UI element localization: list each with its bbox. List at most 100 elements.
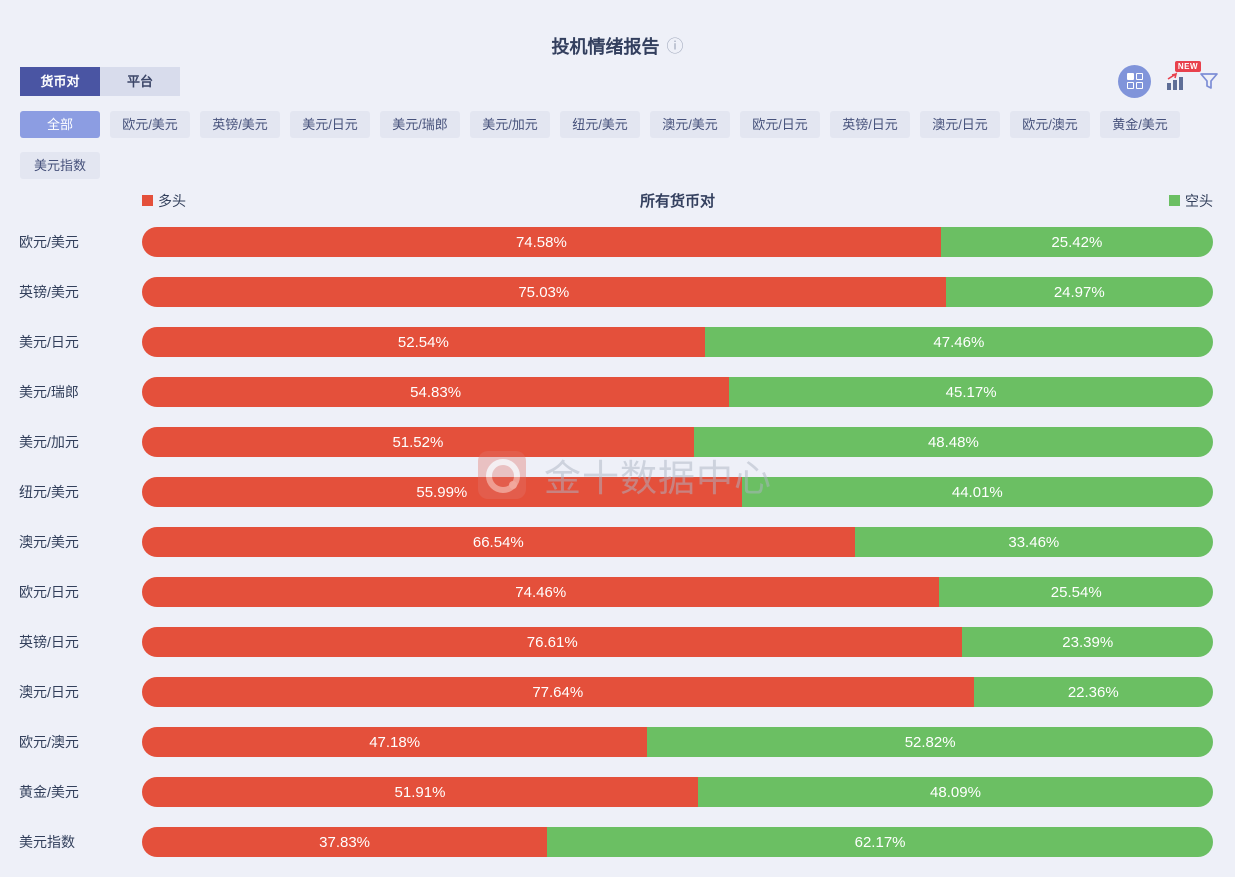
filter-chip-row1-11[interactable]: 欧元/澳元 [1010,111,1090,138]
long-value-label: 74.58% [515,233,567,251]
sentiment-bar[interactable]: 52.54% 47.46% [142,327,1213,357]
sentiment-bar[interactable]: 54.83% 45.17% [142,377,1213,407]
long-segment[interactable]: 51.91% [142,777,698,807]
sentiment-chart: 欧元/美元 74.58% 25.42% 英镑/美元 75.03% 24.97% 美元/日元 5… [0,227,1235,877]
short-value-label: 33.46% [1008,533,1060,551]
legend-short-label: 空头 [1184,192,1213,209]
row-label: 黄金/美元 [19,784,79,800]
filter-chip-row1-3[interactable]: 美元/日元 [290,111,370,138]
filter-rows: 全部 欧元/美元 英镑/美元 美元/日元 美元/瑞郎 美元/加元 纽元/美元 澳元/美元 欧元/… [20,111,1180,193]
long-value-label: 51.91% [394,783,446,801]
long-segment[interactable]: 51.52% [142,427,694,457]
short-value-label: 23.39% [1062,633,1114,651]
short-segment[interactable]: 47.46% [704,327,1213,357]
filter-chip-row1-9[interactable]: 英镑/日元 [830,111,910,138]
legend-long[interactable]: 多头 [142,191,186,211]
view-tabs: 货币对 平台 [20,67,180,96]
filter-chip-row1-6[interactable]: 纽元/美元 [560,111,640,138]
sentiment-bar[interactable]: 74.58% 25.42% [142,227,1213,257]
filter-chip-row1-5[interactable]: 美元/加元 [470,111,550,138]
legend-row: 多头 所有货币对 空头 [142,190,1213,211]
row-label: 欧元/澳元 [19,734,79,750]
legend-short[interactable]: 空头 [1168,191,1213,211]
chart-row: 澳元/美元 66.54% 33.46% [0,527,1235,577]
long-segment[interactable]: 54.83% [142,377,730,407]
chart-row: 美元/加元 51.52% 48.48% [0,427,1235,477]
sentiment-bar[interactable]: 77.64% 22.36% [142,677,1213,707]
sentiment-bar[interactable]: 76.61% 23.39% [142,627,1213,657]
long-segment[interactable]: 66.54% [142,527,855,557]
long-segment[interactable]: 55.99% [142,477,742,507]
long-value-label: 52.54% [397,333,449,351]
tab-platform[interactable]: 平台 [100,67,180,96]
short-value-label: 25.54% [1050,583,1102,601]
chart-row: 英镑/美元 75.03% 24.97% [0,277,1235,327]
short-value-label: 52.82% [904,733,956,751]
short-segment[interactable]: 48.48% [693,427,1213,457]
info-icon[interactable]: ⓘ [666,36,684,56]
short-segment[interactable]: 33.46% [854,527,1213,557]
sentiment-bar[interactable]: 47.18% 52.82% [142,727,1213,757]
filter-chip-row1-8[interactable]: 欧元/日元 [740,111,820,138]
long-value-label: 66.54% [472,533,524,551]
filter-chip-row1-4[interactable]: 美元/瑞郎 [380,111,460,138]
tab-currency-pairs[interactable]: 货币对 [20,67,100,96]
layout-grid-button[interactable] [1118,64,1151,98]
chart-row: 澳元/日元 77.64% 22.36% [0,677,1235,727]
sentiment-bar[interactable]: 74.46% 25.54% [142,577,1213,607]
filter-chip-row1-0[interactable]: 全部 [20,111,100,138]
short-segment[interactable]: 52.82% [647,727,1213,757]
short-segment[interactable]: 62.17% [547,827,1213,857]
sentiment-bar[interactable]: 75.03% 24.97% [142,277,1213,307]
long-value-label: 51.52% [392,433,444,451]
short-segment[interactable]: 44.01% [741,477,1213,507]
filter-row-2: 美元指数 [20,152,1180,179]
short-swatch [1168,195,1180,206]
short-segment[interactable]: 25.54% [939,577,1213,607]
short-value-label: 44.01% [951,483,1003,501]
row-label: 澳元/日元 [19,684,79,700]
short-value-label: 45.17% [945,383,997,401]
filter-chip-row2-0[interactable]: 美元指数 [20,152,100,179]
short-value-label: 62.17% [854,833,906,851]
sentiment-bar[interactable]: 37.83% 62.17% [142,827,1213,857]
long-segment[interactable]: 77.64% [142,677,974,707]
legend-long-label: 多头 [158,192,186,209]
short-value-label: 25.42% [1051,233,1103,251]
long-segment[interactable]: 74.46% [142,577,940,607]
long-segment[interactable]: 74.58% [142,227,941,257]
short-segment[interactable]: 22.36% [973,677,1213,707]
long-value-label: 75.03% [518,283,570,301]
sentiment-bar[interactable]: 55.99% 44.01% [142,477,1213,507]
filter-chip-row1-2[interactable]: 英镑/美元 [200,111,280,138]
short-value-label: 48.48% [927,433,979,451]
short-segment[interactable]: 48.09% [697,777,1213,807]
short-segment[interactable]: 24.97% [945,277,1213,307]
filter-chip-row1-1[interactable]: 欧元/美元 [110,111,190,138]
funnel-icon [1200,73,1218,89]
long-segment[interactable]: 52.54% [142,327,705,357]
long-segment[interactable]: 37.83% [142,827,548,857]
row-label: 纽元/美元 [19,484,79,500]
sentiment-bar[interactable]: 51.52% 48.48% [142,427,1213,457]
sentiment-bar[interactable]: 66.54% 33.46% [142,527,1213,557]
chart-title: 所有货币对 [639,193,715,210]
long-segment[interactable]: 76.61% [142,627,963,657]
filter-chip-row1-12[interactable]: 黄金/美元 [1100,111,1180,138]
row-label: 欧元/日元 [19,584,79,600]
long-segment[interactable]: 47.18% [142,727,648,757]
sentiment-bar[interactable]: 51.91% 48.09% [142,777,1213,807]
chart-style-button[interactable]: NEW [1164,61,1201,92]
grid-icon [1126,73,1143,89]
row-label: 美元/加元 [19,434,79,450]
filter-button[interactable] [1199,70,1219,92]
short-value-label: 24.97% [1053,283,1105,301]
short-segment[interactable]: 25.42% [940,227,1213,257]
short-segment[interactable]: 45.17% [729,377,1213,407]
filter-chip-row1-10[interactable]: 澳元/日元 [920,111,1000,138]
short-segment[interactable]: 23.39% [962,627,1213,657]
long-segment[interactable]: 75.03% [142,277,946,307]
filter-chip-row1-7[interactable]: 澳元/美元 [650,111,730,138]
long-value-label: 47.18% [369,733,421,751]
row-label: 美元指数 [19,834,75,850]
